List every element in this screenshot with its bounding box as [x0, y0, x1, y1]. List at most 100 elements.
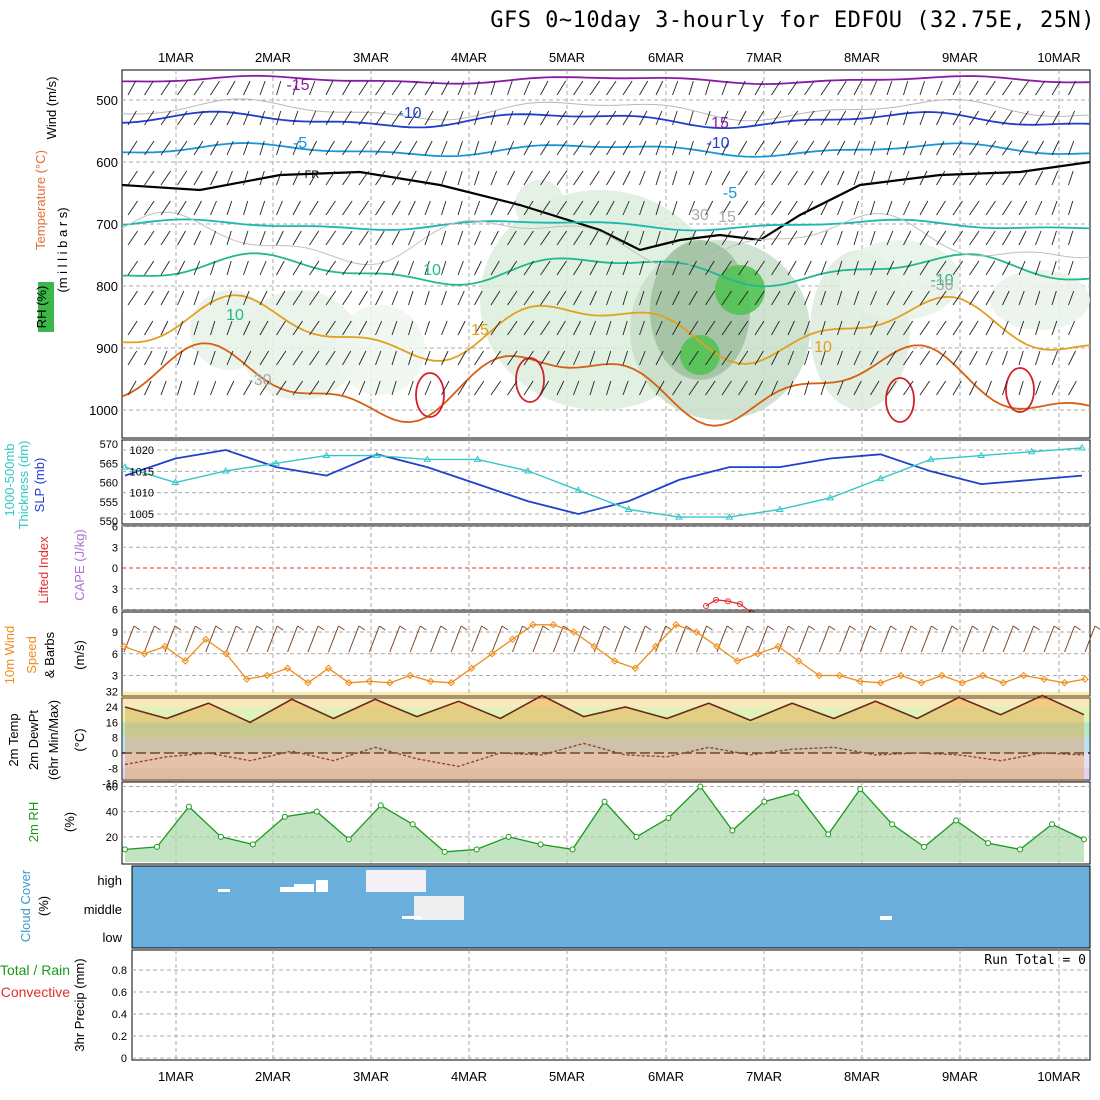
wind-barb: [325, 110, 335, 126]
wind-barb: [144, 380, 152, 396]
rh-side-label: RH (%): [34, 286, 49, 329]
wind-barb: [259, 380, 270, 396]
wind-barb: [1068, 230, 1074, 246]
rh-shading: [335, 305, 425, 395]
wind-barb: [226, 320, 233, 336]
wind-barb: [837, 380, 844, 396]
wind-barb: [688, 320, 699, 336]
wind-barb: [705, 320, 716, 336]
wind-barb-flag: [685, 625, 693, 631]
wind-barb: [853, 350, 861, 366]
wind-barb: [408, 140, 418, 156]
wind-barb-flag: [972, 625, 979, 631]
y-tick-label: 600: [96, 155, 118, 170]
temp-contour-25: [1005, 367, 1035, 413]
wind-barb: [556, 110, 567, 126]
wind-barb: [210, 200, 217, 216]
wind-barb: [688, 170, 695, 186]
wind-barb: [820, 110, 831, 126]
wind-barb: [474, 110, 480, 126]
wind-barb: [358, 320, 368, 336]
wind-barb: [1035, 290, 1041, 306]
thickness-marker: [826, 493, 835, 501]
wind-barb: [1051, 170, 1059, 186]
wind-barb: [243, 260, 249, 276]
wind-barb: [1002, 140, 1013, 156]
wind-barb: [705, 380, 716, 396]
wind-barb: [523, 200, 534, 216]
wind-barb: [1018, 260, 1026, 276]
wind-barb: [573, 320, 582, 336]
wind-barb-flag: [1074, 625, 1081, 631]
wind-barb: [226, 200, 233, 216]
rh-shading: [190, 290, 270, 370]
wind-barb: [259, 290, 268, 306]
wind-barb: [507, 320, 518, 336]
wind-speed-marker: [958, 679, 967, 687]
rh-marker: [601, 798, 608, 805]
wind-barb: [1002, 200, 1012, 216]
wind-barb: [471, 625, 483, 653]
rh-marker: [281, 813, 288, 820]
wind-barb: [639, 80, 649, 96]
wind-speed-marker: [161, 642, 169, 651]
wind-barb: [259, 170, 265, 186]
wind-barb: [210, 350, 216, 366]
temp-contour-25: [515, 357, 545, 403]
temp-tick: 0: [112, 748, 118, 760]
wind-barb: [441, 110, 449, 126]
axis-side-label: Temperature (°C): [33, 150, 48, 250]
wind-barb: [655, 200, 661, 216]
wind-barb: [870, 170, 876, 186]
thickness-marker: [876, 474, 885, 482]
wind-barb: [193, 140, 204, 156]
thickness-tick: 565: [100, 458, 118, 470]
wind-barb: [738, 380, 748, 396]
wind-barb: [622, 350, 628, 366]
contour-label: 10: [814, 339, 832, 356]
wind-barb: [325, 350, 336, 366]
wind-barb: [606, 170, 616, 186]
wind-barb: [837, 350, 843, 366]
wind-barb: [474, 230, 481, 246]
wind-barb: [1035, 320, 1041, 336]
wind-barb: [408, 170, 417, 186]
axis-side-label: 2m DewPt: [26, 710, 41, 770]
axis-side-label: (%): [36, 896, 51, 916]
wind-speed-marker: [611, 657, 619, 665]
rh-shading: [240, 290, 360, 400]
wind-barb: [348, 625, 360, 653]
wind-barb: [639, 230, 645, 246]
wind-barb: [1018, 290, 1025, 306]
rh-marker: [249, 841, 256, 848]
wind-barb: [325, 380, 336, 396]
wind-barb-flag: [215, 625, 223, 631]
wind-barb: [738, 350, 749, 366]
wind-barb: [523, 350, 534, 366]
wind-barb-flag: [563, 625, 570, 631]
wind-barb: [936, 140, 945, 156]
wind-barb: [622, 290, 628, 306]
cloud-block: [880, 916, 892, 920]
wind-barb: [606, 260, 613, 276]
wind-barb: [375, 140, 386, 156]
wind-barb: [1051, 350, 1058, 366]
wind-barb: [820, 380, 827, 396]
wind-barb: [408, 290, 414, 306]
axis-side-label: Lifted Index: [36, 536, 51, 604]
wind-barb: [127, 200, 138, 216]
wind-barb: [243, 170, 249, 186]
wind-barb: [424, 260, 430, 276]
wind-barb: [721, 260, 732, 276]
wind-barb: [226, 170, 233, 186]
wind-barb: [1035, 110, 1045, 126]
wind-barb: [721, 230, 732, 246]
wind-barb: [474, 80, 480, 96]
rh-marker: [697, 783, 704, 790]
wind-barb: [450, 625, 462, 653]
wind-barb: [969, 110, 979, 126]
wind-barb: [655, 110, 663, 126]
wind-barb: [540, 170, 551, 186]
wind-barb: [457, 230, 464, 246]
wind-barb: [490, 80, 496, 96]
